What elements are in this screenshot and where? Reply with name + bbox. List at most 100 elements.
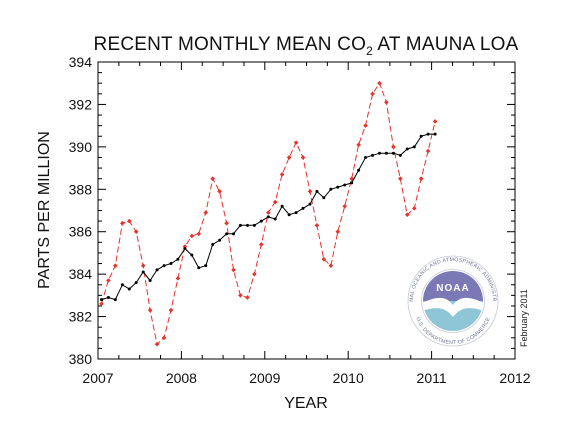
trend-point: [391, 151, 395, 155]
trend-point: [266, 215, 270, 219]
monthly-mean-point: [293, 140, 299, 145]
monthly-mean-point: [224, 220, 229, 226]
y-tick-label: 384: [69, 266, 93, 282]
monthly-mean-point: [140, 263, 146, 268]
monthly-mean-point: [189, 233, 195, 239]
chart-title-subscript: 2: [366, 44, 373, 58]
monthly-mean-point: [252, 271, 257, 277]
x-tick-labels: 2007 2008 2009 2010 2011 2012: [82, 370, 530, 386]
y-tick-label: 382: [69, 309, 93, 325]
trend-point: [384, 151, 388, 155]
x-tick-label: 2007: [82, 370, 113, 386]
x-axis-label: YEAR: [284, 395, 328, 412]
trend-point: [106, 295, 110, 299]
monthly-mean-point: [335, 229, 341, 235]
series-trend: [100, 132, 437, 302]
trend-point: [273, 217, 277, 221]
monthly-mean-point: [182, 244, 188, 249]
monthly-mean-point: [133, 229, 139, 235]
trend-point: [287, 213, 291, 217]
monthly-mean-point: [175, 276, 181, 281]
monthly-mean-point: [377, 80, 382, 86]
trend-point: [169, 262, 173, 266]
trend-point: [350, 181, 354, 185]
monthly-mean-point: [411, 206, 417, 211]
date-note: February 2011: [519, 289, 529, 347]
monthly-mean-point: [196, 231, 202, 237]
monthly-mean-point: [286, 155, 292, 160]
trend-point: [419, 134, 423, 138]
monthly-mean-point: [245, 295, 250, 300]
x-tick-label: 2008: [166, 370, 197, 386]
trend-point: [238, 223, 242, 227]
logo-name: NOAA: [436, 283, 469, 294]
monthly-mean-point: [370, 91, 375, 97]
trend-point: [280, 204, 284, 208]
trend-point: [225, 232, 229, 236]
monthly-mean-point: [384, 100, 389, 105]
chart-title-tail: AT MAUNA LOA: [373, 34, 519, 55]
monthly-mean-point: [203, 210, 209, 215]
trend-point: [211, 242, 215, 246]
logo-bird: [423, 298, 483, 317]
monthly-mean-point: [161, 335, 167, 341]
monthly-mean-point: [425, 148, 431, 154]
monthly-mean-point: [113, 263, 118, 268]
monthly-mean-point: [120, 220, 125, 226]
monthly-mean-point: [349, 176, 355, 181]
monthly-mean-point: [106, 278, 111, 283]
monthly-mean-point: [300, 155, 306, 160]
trend-point: [433, 132, 437, 136]
trend-point: [364, 155, 368, 159]
trend-point: [301, 206, 305, 210]
monthly-mean-point: [147, 307, 153, 313]
monthly-mean-point: [126, 218, 132, 224]
x-tick-label: 2010: [333, 370, 364, 386]
monthly-mean-point: [314, 223, 320, 228]
monthly-mean-point: [168, 307, 174, 313]
trend-point: [148, 279, 152, 283]
monthly-mean-point: [398, 176, 403, 181]
monthly-mean-point: [342, 203, 347, 209]
trend-point: [294, 211, 298, 215]
trend-point: [218, 238, 222, 242]
monthly-mean-point: [266, 210, 271, 215]
chart-title-main: RECENT MONTHLY MEAN CO: [94, 34, 367, 55]
x-tick-label: 2012: [499, 370, 530, 386]
trend-point: [120, 283, 124, 287]
trend-point: [245, 223, 249, 227]
y-tick-label: 380: [69, 351, 93, 367]
monthly-mean-point: [328, 263, 334, 268]
monthly-mean-point: [231, 267, 236, 273]
y-axis-label: PARTS PER MILLION: [36, 131, 53, 289]
trend-point: [259, 219, 263, 223]
y-tick-label: 386: [69, 224, 93, 240]
trend-point: [315, 189, 319, 193]
trend-point: [190, 253, 194, 257]
trend-point: [176, 257, 180, 261]
trend-point: [371, 153, 375, 157]
trend-point: [134, 281, 138, 285]
monthly-mean-point: [356, 142, 361, 148]
logo-inner-ring: [421, 269, 485, 333]
trend-point: [197, 266, 201, 270]
trend-point: [343, 183, 347, 187]
noaa-logo: NOAA NATIONAL OCEANIC AND ATMOSPHERIC AD…: [407, 255, 499, 347]
monthly-mean-point: [217, 189, 222, 194]
trend-point: [357, 168, 361, 172]
monthly-mean-point: [154, 341, 160, 347]
trend-point: [127, 287, 131, 291]
trend-point: [308, 202, 312, 206]
monthly-mean-point: [307, 189, 313, 194]
monthly-mean-point: [258, 242, 264, 247]
monthly-mean-point: [391, 144, 396, 150]
monthly-mean-point: [321, 256, 327, 262]
monthly-mean-point: [404, 212, 410, 218]
trend-point: [412, 145, 416, 149]
x-tick-label: 2009: [249, 370, 280, 386]
monthly-mean-point: [363, 123, 368, 128]
trend-point: [405, 147, 409, 151]
trend-point: [141, 270, 145, 274]
chart-title: RECENT MONTHLY MEAN CO2 AT MAUNA LOA: [94, 34, 519, 58]
